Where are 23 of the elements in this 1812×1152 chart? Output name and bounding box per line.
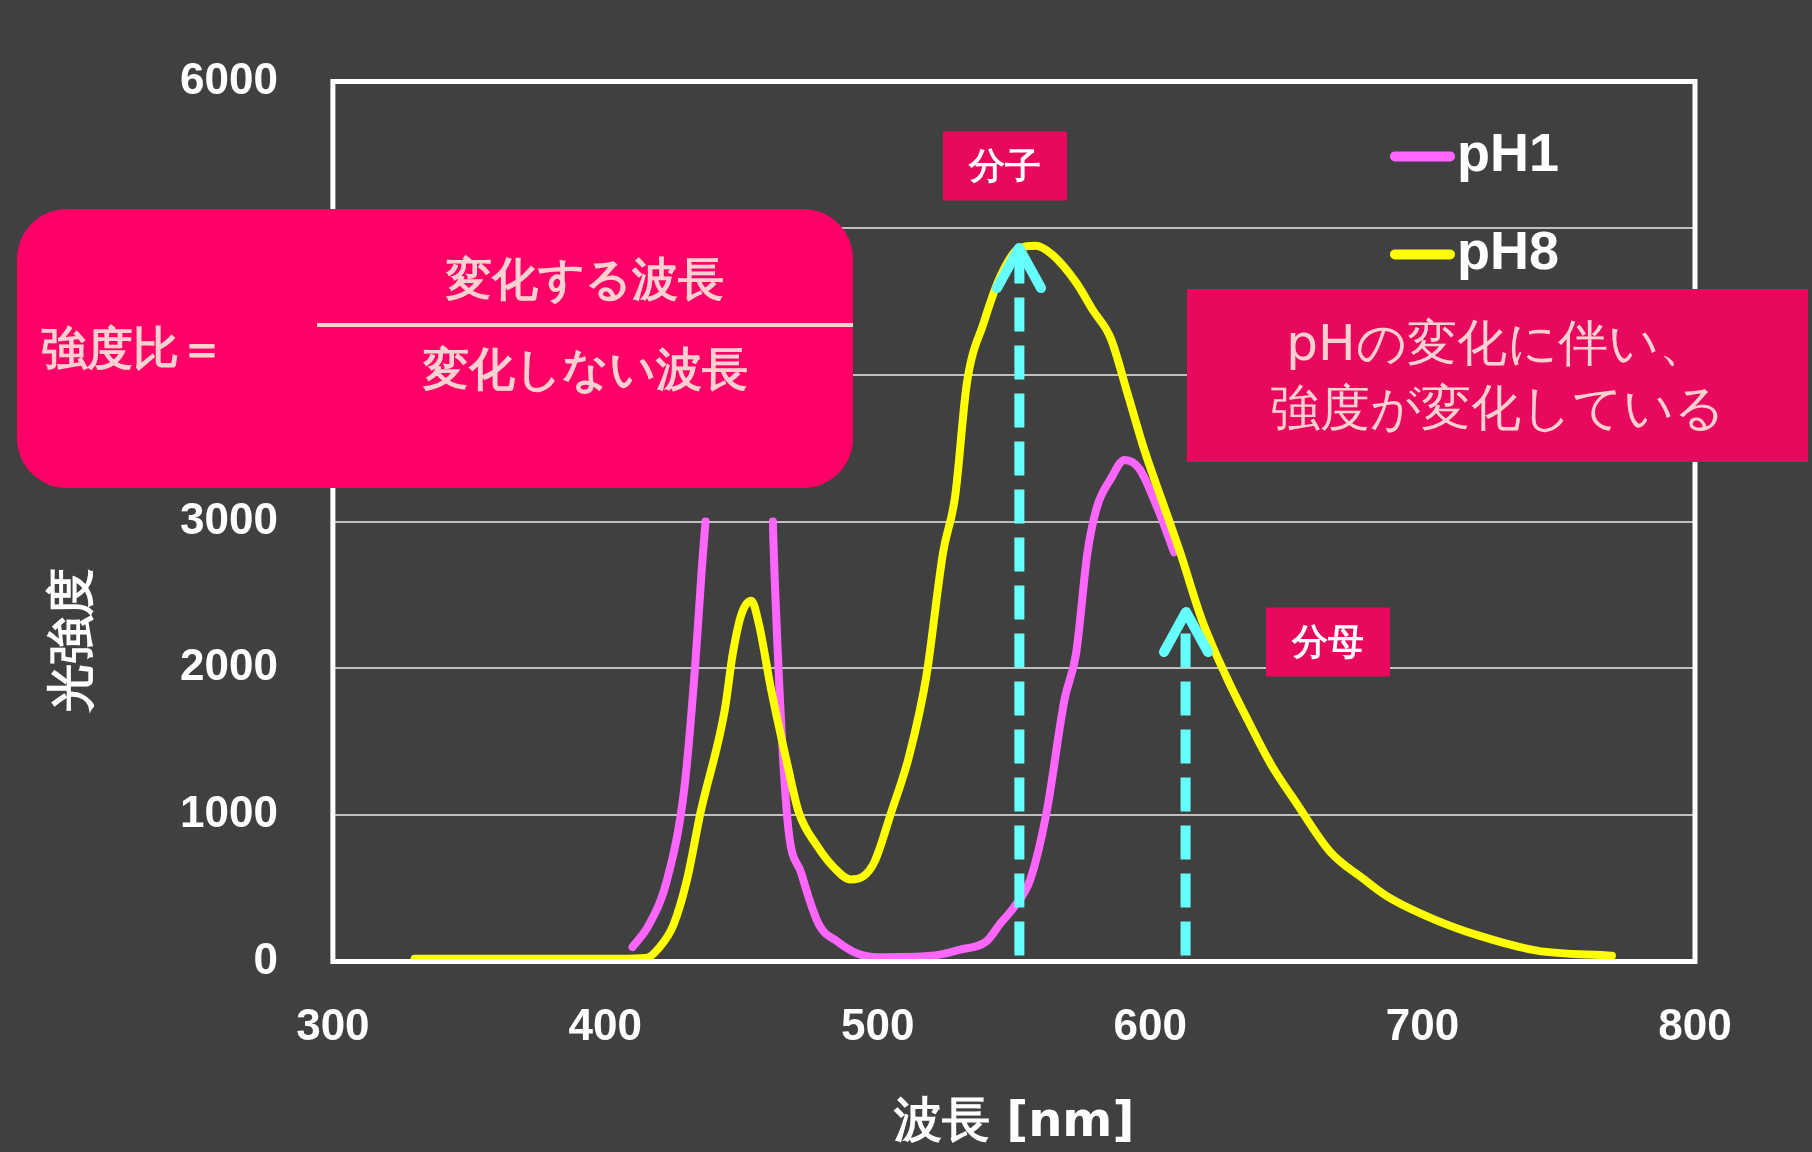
y-tick-label: 1000 <box>179 787 278 837</box>
x-axis-title: 波長 [nm] <box>892 1090 1135 1147</box>
x-tick-label: 500 <box>841 1000 915 1050</box>
x-tick-label: 700 <box>1385 1000 1460 1050</box>
annotation: 変化しない波長 <box>421 341 749 398</box>
x-tick-label: 300 <box>296 1000 370 1050</box>
ref-line-label: 分子 <box>943 131 1068 201</box>
y-tick-label: 0 <box>253 933 278 983</box>
annotation: 強度が変化している <box>1270 377 1725 439</box>
callout-box: pHの変化に伴い、 強度が変化している <box>1187 289 1808 462</box>
x-tick-label: 400 <box>568 1000 643 1050</box>
formula-box: 強度比＝ 変化する波長 変化しない波長 <box>17 209 853 488</box>
y-tick-label: 6000 <box>179 53 278 103</box>
y-tick-label: 2000 <box>179 640 278 690</box>
legend-label: pH1 <box>1457 122 1560 183</box>
ref-line-label: 分母 <box>1265 607 1390 677</box>
legend-label: pH8 <box>1457 220 1560 281</box>
y-tick-label: 3000 <box>179 493 278 543</box>
y-axis-title: 光強度 <box>42 568 99 714</box>
annotation: 変化する波長 <box>445 251 725 308</box>
x-tick-label: 600 <box>1113 1000 1187 1050</box>
annotation: pHの変化に伴い、 <box>1286 312 1709 374</box>
x-tick-label: 800 <box>1658 1000 1732 1050</box>
